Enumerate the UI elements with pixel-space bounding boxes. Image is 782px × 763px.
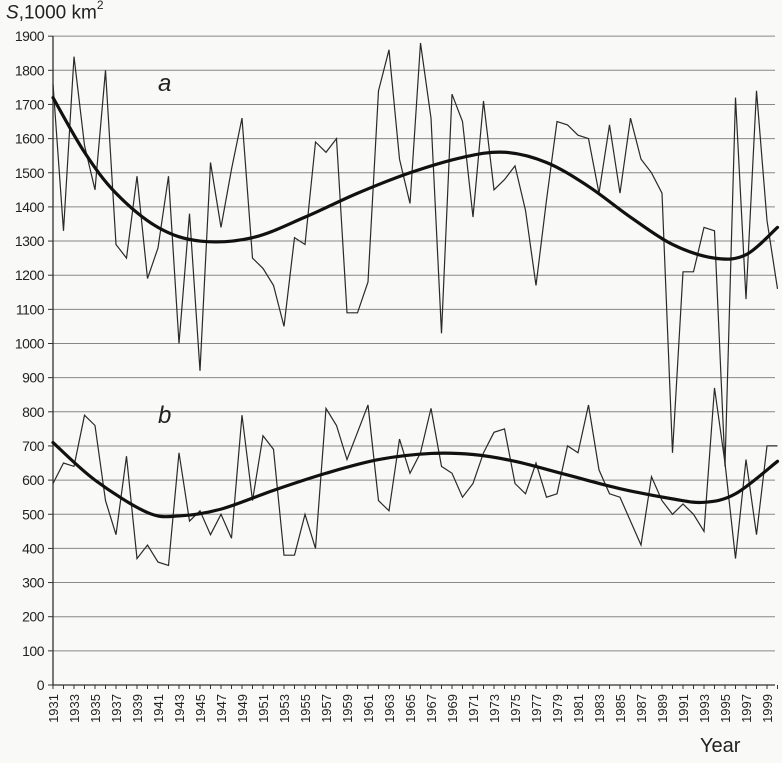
y-axis-var: S <box>6 2 19 24</box>
x-tick-label: 1953 <box>277 694 292 723</box>
x-tick-label: 1963 <box>382 694 397 723</box>
x-tick-label: 1995 <box>718 694 733 723</box>
x-tick-label: 1999 <box>760 694 775 723</box>
x-tick-label: 1939 <box>130 694 145 723</box>
y-tick-label: 100 <box>22 643 45 659</box>
series-a-label: a <box>158 70 172 97</box>
x-tick-label: 1985 <box>613 694 628 723</box>
x-tick-label: 1975 <box>508 694 523 723</box>
x-tick-label: 1971 <box>466 694 481 723</box>
y-axis-unit-exponent: 2 <box>96 0 104 12</box>
x-tick-label: 1943 <box>172 694 187 723</box>
y-tick-label: 1700 <box>15 96 45 112</box>
x-tick-label: 1969 <box>445 694 460 723</box>
trend-line-b <box>51 440 780 519</box>
x-tick-label: 1937 <box>109 694 124 723</box>
y-tick-label: 1200 <box>15 267 45 283</box>
x-tick-label: 1931 <box>46 694 61 723</box>
y-tick-label: 1900 <box>15 28 45 44</box>
x-tick-label: 1949 <box>235 694 250 723</box>
y-tick-label: 1600 <box>15 131 45 147</box>
x-tick-label: 1989 <box>655 694 670 723</box>
y-tick-label: 1000 <box>15 336 45 352</box>
x-tick-label: 1965 <box>403 694 418 723</box>
y-tick-label: 500 <box>22 506 45 522</box>
x-tick-label: 1977 <box>529 694 544 723</box>
y-tick-label: 300 <box>22 575 45 591</box>
trend-line-a <box>51 96 780 261</box>
y-axis-title: S,1000 km2 <box>6 0 104 24</box>
y-tick-label: 800 <box>22 404 45 420</box>
x-tick-label: 1935 <box>88 694 103 723</box>
y-tick-label: 1500 <box>15 165 45 181</box>
data-line-b <box>52 387 778 567</box>
x-tick-label: 1959 <box>340 694 355 723</box>
x-tick-label: 1967 <box>424 694 439 723</box>
y-tick-label: 600 <box>22 472 45 488</box>
x-tick-label: 1991 <box>676 694 691 723</box>
y-tick-label: 0 <box>37 677 45 693</box>
x-tick-label: 1987 <box>634 694 649 723</box>
x-tick-label: 1941 <box>151 694 166 723</box>
x-tick-label: 1981 <box>571 694 586 723</box>
x-tick-label: 1947 <box>214 694 229 723</box>
x-tick-label: 1993 <box>697 694 712 723</box>
y-axis-unit: ,1000 km <box>18 2 97 24</box>
y-tick-label: 1400 <box>15 199 45 215</box>
x-tick-label: 1951 <box>256 694 271 723</box>
data-line-a <box>52 42 779 467</box>
x-tick-label: 1983 <box>592 694 607 723</box>
y-tick-label: 1100 <box>16 301 45 317</box>
series-b-label: b <box>158 402 172 429</box>
y-tick-label: 1800 <box>15 62 45 78</box>
y-tick-label: 1300 <box>15 233 45 249</box>
y-tick-label: 200 <box>22 609 45 625</box>
x-tick-label: 1961 <box>361 694 376 723</box>
x-tick-label: 1955 <box>298 694 313 723</box>
x-tick-label: 1979 <box>550 694 565 723</box>
x-tick-label: 1945 <box>193 694 208 723</box>
y-tick-label: 400 <box>22 540 45 556</box>
y-tick-label: 700 <box>22 438 45 454</box>
x-axis-title: Year <box>700 735 741 757</box>
x-tick-label: 1957 <box>319 694 334 723</box>
y-tick-label: 900 <box>22 370 45 386</box>
x-tick-label: 1973 <box>487 694 502 723</box>
x-tick-label: 1933 <box>67 694 82 723</box>
x-tick-label: 1997 <box>739 694 754 723</box>
